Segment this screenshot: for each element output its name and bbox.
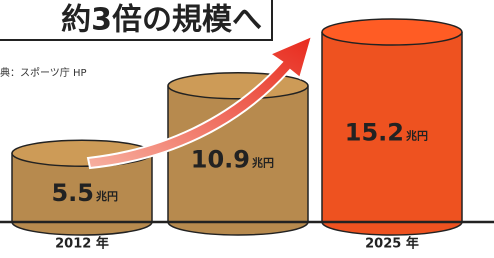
cylinder-top	[168, 73, 308, 99]
value-unit: 兆円	[406, 129, 428, 143]
x-tick-label: 2012 年	[55, 236, 109, 252]
source-note: 典：スポーツ庁 HP	[0, 66, 87, 79]
value-label: 5.5	[51, 179, 94, 207]
value-label: 10.9	[191, 145, 250, 173]
value-label: 15.2	[345, 119, 404, 147]
chart: 約3倍の規模へ 典：スポーツ庁 HP 5.5兆円2012 年10.9兆円15.2…	[0, 0, 494, 258]
cylinder-top	[322, 19, 462, 45]
value-unit: 兆円	[252, 155, 274, 169]
x-tick-label: 2025 年	[365, 236, 419, 252]
chart-title: 約3倍の規模へ	[61, 3, 262, 38]
value-unit: 兆円	[96, 189, 118, 203]
